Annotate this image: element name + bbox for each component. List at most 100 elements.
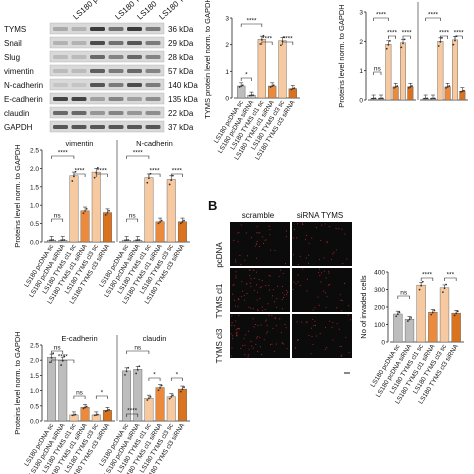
y-tick-label: 0.5 — [30, 403, 39, 410]
cell-dot — [250, 340, 252, 343]
cell-dot — [330, 258, 332, 261]
blot-size-label: 37 kDa — [168, 123, 194, 132]
cell-dot — [247, 354, 249, 356]
cell-dot — [256, 226, 258, 228]
cell-dot — [301, 222, 304, 224]
data-point — [85, 405, 88, 408]
blot-band — [145, 55, 161, 59]
cell-dot — [232, 284, 234, 286]
cell-dot — [321, 224, 323, 226]
blot-size-label: 22 kDa — [168, 109, 194, 118]
cell-dot — [282, 343, 285, 345]
data-point — [396, 85, 399, 87]
data-point — [423, 97, 425, 100]
data-point — [50, 239, 53, 242]
cell-dot — [271, 343, 273, 345]
cell-dot — [296, 321, 298, 323]
cell-dot — [307, 262, 310, 264]
blot-band — [108, 125, 124, 129]
cell-dot — [253, 269, 255, 271]
bar — [69, 175, 79, 243]
data-point — [240, 85, 243, 88]
cell-dot — [231, 324, 233, 326]
significance-bracket — [126, 350, 150, 354]
data-point — [250, 94, 253, 97]
bar — [144, 398, 154, 422]
row-label-tyms-cl1: TYMS cl1 — [215, 283, 224, 318]
significance-label: **** — [439, 30, 450, 37]
group-label: N-cadherin — [136, 139, 173, 148]
significance-label: **** — [149, 168, 160, 175]
cell-dot — [262, 236, 264, 238]
cell-dot — [339, 294, 341, 296]
cell-dot — [275, 325, 277, 327]
cell-dot — [310, 353, 312, 355]
cell-dot — [318, 272, 320, 274]
cell-dot — [246, 283, 248, 285]
data-point — [411, 85, 413, 87]
blot-strip — [49, 78, 165, 91]
bar — [155, 221, 165, 243]
data-point — [387, 43, 390, 46]
cell-dot — [312, 309, 314, 311]
cell-dot — [246, 255, 249, 257]
significance-label: **** — [283, 36, 294, 43]
cell-dot — [248, 306, 250, 308]
cell-dot — [262, 310, 264, 312]
cell-dot — [329, 284, 331, 286]
blot-band — [127, 97, 142, 101]
data-point — [262, 34, 265, 37]
cell-dot — [292, 254, 295, 256]
significance-label: **** — [376, 12, 387, 19]
cell-dot — [305, 234, 307, 236]
data-point — [291, 87, 294, 90]
data-point — [400, 46, 403, 49]
cell-dot — [257, 336, 259, 338]
data-point — [238, 86, 241, 88]
cell-dot — [250, 285, 252, 288]
data-point — [459, 91, 462, 93]
blot-strip — [49, 36, 165, 49]
significance-bracket — [440, 35, 448, 39]
cell-dot — [325, 277, 327, 279]
data-point — [380, 97, 382, 100]
cell-dot — [263, 339, 265, 341]
significance-bracket — [240, 23, 263, 27]
blot-protein-label: Slug — [4, 53, 20, 62]
blot-band — [108, 111, 124, 115]
blot-band — [71, 111, 87, 115]
cell-dot — [286, 290, 288, 292]
significance-label: ns — [400, 290, 408, 297]
y-tick-label: 0.5 — [30, 221, 39, 228]
data-point — [443, 287, 446, 290]
data-point — [394, 86, 397, 88]
data-point — [445, 283, 447, 286]
data-point — [49, 361, 51, 364]
data-point — [84, 406, 86, 409]
data-point — [396, 313, 399, 316]
data-point — [293, 87, 296, 90]
cell-dot — [255, 284, 258, 286]
cell-dot — [299, 255, 301, 257]
bar — [407, 86, 414, 101]
y-tick-label: 200 — [374, 305, 385, 312]
significance-bracket — [388, 35, 396, 39]
cell-dot — [314, 307, 316, 309]
cell-dot — [278, 275, 280, 278]
cell-dot — [275, 343, 277, 345]
data-point — [433, 309, 436, 312]
cell-dot — [238, 314, 240, 317]
data-point — [127, 366, 130, 369]
cell-dot — [249, 275, 251, 277]
significance-label: ns — [76, 390, 84, 397]
cell-dot — [232, 293, 234, 295]
cell-dot — [269, 275, 271, 277]
data-point — [93, 414, 96, 417]
cell-dot — [341, 310, 343, 312]
cell-dot — [247, 356, 249, 358]
significance-label: **** — [246, 18, 257, 25]
data-point — [71, 180, 74, 182]
data-point — [93, 176, 96, 179]
cell-dot — [348, 305, 350, 307]
